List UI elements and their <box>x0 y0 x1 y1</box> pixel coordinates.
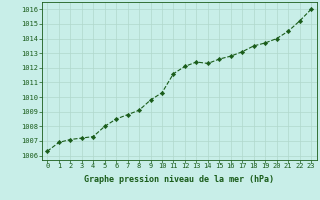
X-axis label: Graphe pression niveau de la mer (hPa): Graphe pression niveau de la mer (hPa) <box>84 175 274 184</box>
